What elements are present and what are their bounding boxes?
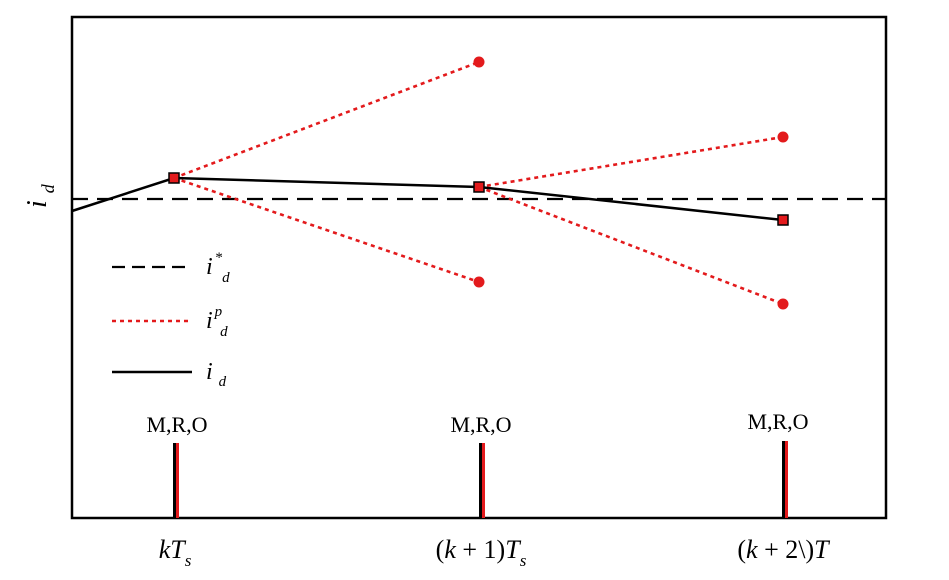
predicted-points <box>473 56 789 310</box>
legend-label-reference: i * d <box>206 242 230 286</box>
sample-square <box>168 172 180 184</box>
legend-label-prediction: i p d <box>206 296 228 340</box>
predicted-trajectories <box>173 60 784 306</box>
sampling-marker-bar-red <box>785 441 788 518</box>
plot-frame <box>70 15 888 520</box>
sampling-marker-bar <box>782 441 785 518</box>
x-tick-label: kTs <box>159 535 192 570</box>
predicted-point <box>473 56 485 68</box>
marker-label: M,R,O <box>146 412 207 437</box>
prediction-line-lower-1 <box>173 176 480 284</box>
predicted-point <box>473 276 485 288</box>
sampling-marker-bar-red <box>482 443 485 518</box>
legend: i * d i p d i d <box>112 242 230 390</box>
sampling-markers <box>173 441 788 518</box>
predicted-point <box>777 131 789 143</box>
legend-label-actual: i d <box>206 359 227 390</box>
prediction-line-upper-2 <box>478 135 784 189</box>
y-axis-label: i d <box>22 183 58 208</box>
sampling-marker-bar-red <box>176 443 179 518</box>
sample-squares <box>168 172 789 226</box>
sample-square <box>777 214 789 226</box>
marker-label: M,R,O <box>747 409 808 434</box>
sampling-marker-bar <box>479 443 482 518</box>
x-tick-label: (k + 1)Ts <box>436 535 527 570</box>
sampling-marker-bar <box>173 443 176 518</box>
prediction-line-upper-1 <box>173 60 480 180</box>
marker-label: M,R,O <box>450 412 511 437</box>
prediction-line-lower-2 <box>478 185 784 306</box>
predicted-point <box>777 298 789 310</box>
sample-square <box>473 181 485 193</box>
actual-current-line <box>71 176 784 222</box>
x-tick-label: (k + 2\)T <box>737 535 830 564</box>
